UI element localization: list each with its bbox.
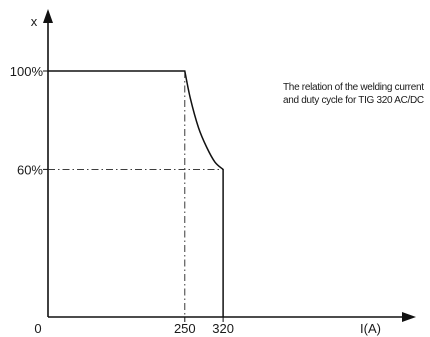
y-tick-label-100: 100%	[10, 64, 44, 79]
x-axis-label: I(A)	[360, 321, 381, 336]
axes	[43, 9, 416, 322]
reference-lines	[48, 71, 224, 317]
annotation-line-1: The relation of the welding current	[283, 82, 424, 93]
annotation-line-2: and duty cycle for TIG 320 AC/DC	[283, 95, 424, 106]
ticks: 250 320 100% 60%	[10, 64, 234, 336]
series	[48, 70, 224, 317]
y-axis-arrow	[43, 9, 53, 23]
x-axis-arrow	[402, 312, 416, 322]
origin-label: 0	[34, 321, 41, 336]
y-tick-label-60: 60%	[17, 162, 43, 177]
x-tick-label-320: 320	[212, 321, 234, 336]
x-tick-label-250: 250	[174, 321, 196, 336]
series-line-1	[48, 70, 224, 317]
labels: x I(A) 0	[31, 14, 381, 336]
y-axis-label: x	[31, 14, 38, 29]
annotation: The relation of the welding current and d…	[283, 82, 425, 106]
